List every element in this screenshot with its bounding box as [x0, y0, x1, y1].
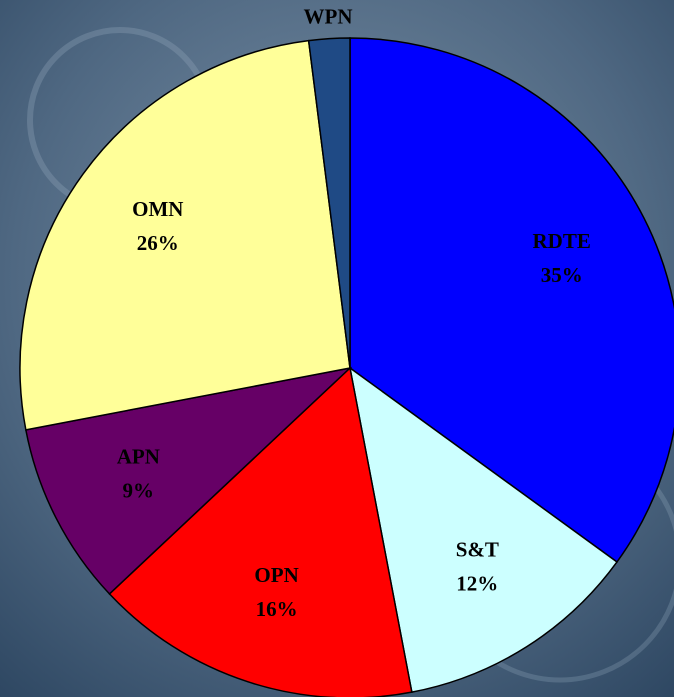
pie-slice: [307, 37, 351, 369]
pie-slice: [19, 39, 351, 431]
slice-label: S&T: [456, 537, 499, 561]
slice-label: APN: [117, 445, 160, 469]
slice-value-label: 35%: [541, 263, 583, 287]
pie-slice: [349, 37, 674, 564]
slice-label: OMN: [132, 197, 183, 221]
slice-value-label: 12%: [456, 571, 498, 595]
slice-value-label: 16%: [256, 597, 298, 621]
slice-value-label: 9%: [123, 479, 155, 503]
slice-label: RDTE: [533, 229, 591, 253]
pie-slice: [348, 366, 619, 694]
slice-value-label: 26%: [137, 231, 179, 255]
slice-label: WPN: [304, 5, 353, 29]
slice-label: OPN: [254, 563, 298, 587]
pie-slice: [24, 366, 353, 595]
